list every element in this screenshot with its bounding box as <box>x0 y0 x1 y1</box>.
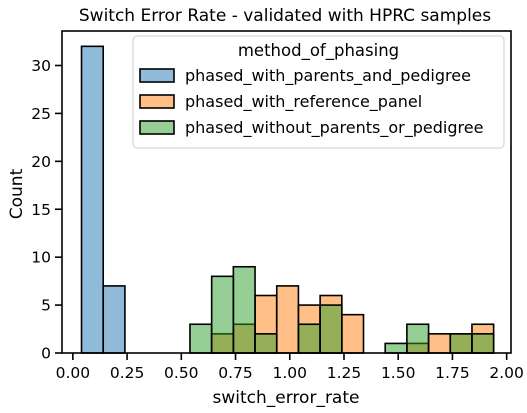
y-axis-title: Count <box>7 168 27 219</box>
bar-phased_without_parents_or_pedigree-10 <box>297 323 321 354</box>
x-tick-label: 0.25 <box>110 364 145 382</box>
bar-phased_with_parents_and_pedigree-1 <box>102 285 126 354</box>
x-tick-label: 0.00 <box>56 364 91 382</box>
bar-phased_without_parents_or_pedigree-6 <box>210 275 235 354</box>
legend-title: method_of_phasing <box>238 41 399 61</box>
x-tick-label: 2.00 <box>489 364 524 382</box>
plot-frame <box>61 30 512 354</box>
chart-title: Switch Error Rate - validated with HPRC … <box>79 6 491 26</box>
x-axis: 0.00 0.25 0.50 0.75 1.00 1.25 1.50 1.75 2.00 <box>56 353 524 382</box>
bar-phased_with_reference_panel-12 <box>341 313 365 354</box>
y-axis: 0 5 10 15 20 25 30 <box>31 57 62 363</box>
y-tick-label: 10 <box>31 249 51 267</box>
legend: method_of_phasing phased_with_parents_and… <box>132 35 505 149</box>
x-tick-label: 1.75 <box>435 364 470 382</box>
series-phased_with_parents_and_pedigree <box>80 45 126 354</box>
legend-swatch <box>139 120 175 135</box>
x-tick-label: 1.25 <box>327 364 362 382</box>
y-tick-label: 15 <box>31 201 51 219</box>
bar-phased_without_parents_or_pedigree-5 <box>189 323 213 354</box>
y-tick-label: 5 <box>41 297 51 315</box>
bar-phased_without_parents_or_pedigree-17 <box>449 333 473 354</box>
legend-box <box>132 35 505 149</box>
x-tick-label: 0.50 <box>164 364 199 382</box>
x-tick-label: 1.00 <box>272 364 307 382</box>
legend-swatch <box>139 68 175 83</box>
legend-entry-label: phased_without_parents_or_pedigree <box>185 118 483 138</box>
x-tick-label: 0.75 <box>218 364 253 382</box>
bar-phased_with_parents_and_pedigree-0 <box>80 45 105 354</box>
y-tick-label: 0 <box>41 345 51 363</box>
x-tick-label: 1.50 <box>381 364 416 382</box>
bar-phased_with_reference_panel-16 <box>427 333 452 354</box>
bar-phased_without_parents_or_pedigree-8 <box>254 333 278 354</box>
bar-phased_without_parents_or_pedigree-15 <box>406 323 430 354</box>
legend-entry-label: phased_with_parents_and_pedigree <box>185 66 471 86</box>
bar-phased_without_parents_or_pedigree-14 <box>384 342 408 354</box>
bar-phased_without_parents_or_pedigree-18 <box>471 333 495 354</box>
legend-entry-label: phased_with_reference_panel <box>185 92 422 112</box>
x-axis-title: switch_error_rate <box>213 388 360 408</box>
y-tick-label: 20 <box>31 153 51 171</box>
legend-swatch <box>139 94 175 109</box>
y-tick-label: 25 <box>31 105 51 123</box>
bar-phased_with_reference_panel-9 <box>275 285 300 354</box>
bar-phased_without_parents_or_pedigree-7 <box>232 265 256 354</box>
bar-phased_without_parents_or_pedigree-11 <box>319 304 343 354</box>
bars-layer <box>80 45 495 354</box>
y-tick-label: 30 <box>31 57 51 75</box>
